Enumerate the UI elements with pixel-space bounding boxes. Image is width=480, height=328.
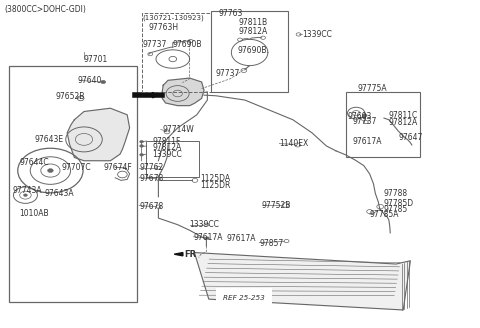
Circle shape bbox=[205, 237, 209, 239]
Circle shape bbox=[140, 140, 144, 143]
Text: 97785: 97785 bbox=[384, 205, 408, 215]
Text: 97617A: 97617A bbox=[193, 233, 223, 242]
Text: 1010AB: 1010AB bbox=[19, 209, 49, 218]
Polygon shape bbox=[194, 253, 410, 310]
Text: 97785A: 97785A bbox=[370, 210, 399, 219]
Text: 97674F: 97674F bbox=[103, 163, 132, 172]
Text: 97812A: 97812A bbox=[239, 27, 268, 36]
Text: 97775A: 97775A bbox=[358, 84, 387, 93]
Text: 97647: 97647 bbox=[398, 133, 423, 142]
Text: 97752B: 97752B bbox=[262, 201, 291, 211]
Text: 1339CC: 1339CC bbox=[153, 150, 182, 159]
Text: 97811C: 97811C bbox=[389, 111, 418, 120]
Text: 97690B: 97690B bbox=[173, 40, 202, 49]
Text: 97678: 97678 bbox=[139, 202, 164, 211]
Circle shape bbox=[362, 114, 367, 117]
Text: 97652B: 97652B bbox=[55, 92, 84, 101]
Text: 97617A: 97617A bbox=[353, 137, 382, 146]
Text: 97644C: 97644C bbox=[19, 158, 49, 167]
Text: 97643A: 97643A bbox=[44, 189, 74, 198]
Text: FR: FR bbox=[184, 250, 196, 259]
Text: 97617A: 97617A bbox=[227, 234, 256, 243]
Circle shape bbox=[48, 169, 53, 173]
Text: 1339CC: 1339CC bbox=[302, 30, 332, 39]
Text: 97788: 97788 bbox=[384, 189, 408, 198]
Text: 97690B: 97690B bbox=[238, 46, 267, 55]
Polygon shape bbox=[162, 78, 204, 106]
Text: 97714W: 97714W bbox=[162, 125, 194, 134]
Polygon shape bbox=[174, 253, 183, 256]
Text: 97701: 97701 bbox=[84, 54, 108, 64]
Bar bbox=[146, 141, 199, 177]
Text: 1125DA: 1125DA bbox=[201, 174, 231, 183]
Text: 97785D: 97785D bbox=[384, 199, 414, 208]
Circle shape bbox=[24, 194, 27, 196]
Text: 97678: 97678 bbox=[139, 174, 164, 183]
Text: 97707C: 97707C bbox=[61, 163, 91, 172]
Text: REF 25-253: REF 25-253 bbox=[223, 295, 265, 301]
Text: 97640: 97640 bbox=[78, 76, 102, 85]
Bar bbox=[211, 11, 288, 92]
Circle shape bbox=[101, 80, 106, 84]
Text: 97643E: 97643E bbox=[35, 135, 64, 144]
Circle shape bbox=[140, 145, 144, 147]
Polygon shape bbox=[67, 108, 130, 161]
Text: 97603: 97603 bbox=[348, 112, 372, 121]
Bar bbox=[346, 92, 420, 157]
Text: 97763: 97763 bbox=[218, 9, 243, 18]
Text: 97737: 97737 bbox=[215, 69, 240, 78]
Bar bbox=[9, 66, 137, 302]
Text: 97811B: 97811B bbox=[239, 18, 268, 28]
Text: 1125DR: 1125DR bbox=[201, 181, 231, 190]
Text: 97763H: 97763H bbox=[149, 23, 179, 32]
Bar bbox=[142, 13, 211, 92]
Text: (130721-130923): (130721-130923) bbox=[143, 15, 204, 21]
Text: 97737: 97737 bbox=[143, 40, 167, 49]
Circle shape bbox=[140, 154, 144, 156]
Text: 97743A: 97743A bbox=[13, 186, 43, 195]
Text: 1339CC: 1339CC bbox=[190, 220, 219, 229]
Text: 97812A: 97812A bbox=[153, 143, 182, 152]
Text: 1140EX: 1140EX bbox=[279, 139, 309, 148]
Text: 97762: 97762 bbox=[139, 163, 164, 173]
Text: 97737: 97737 bbox=[353, 117, 377, 126]
Text: 97812A: 97812A bbox=[389, 117, 418, 127]
Text: 97857: 97857 bbox=[259, 239, 284, 248]
Text: (3800CC>DOHC-GDI): (3800CC>DOHC-GDI) bbox=[5, 5, 87, 14]
Text: 97811F: 97811F bbox=[153, 136, 181, 146]
